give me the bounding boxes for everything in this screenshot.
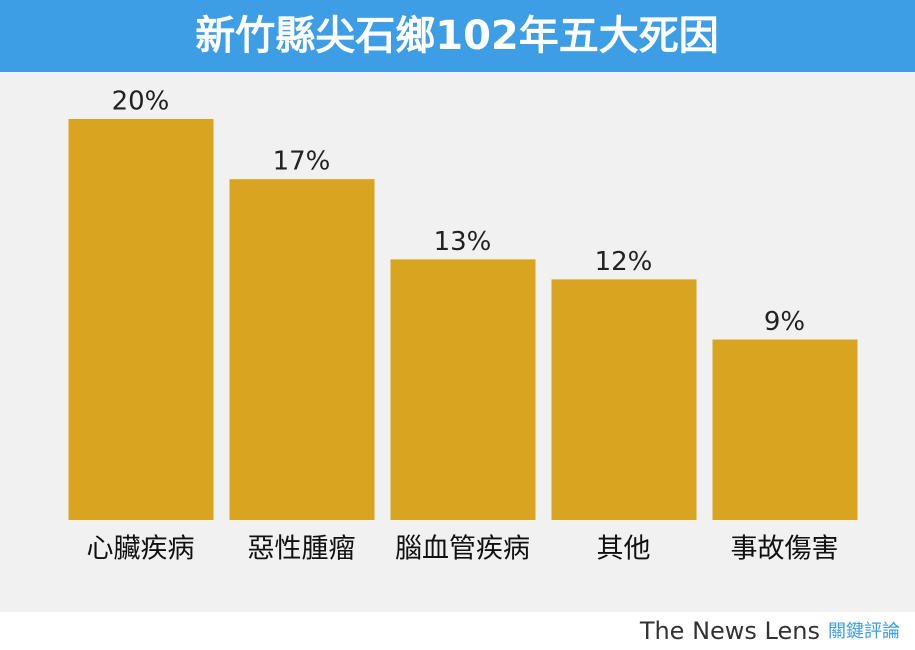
value-label: 13% [434, 227, 492, 257]
brand: The News Lens [639, 617, 820, 645]
x-tick-label: 事故傷害 [731, 534, 839, 565]
brand-cn: 關鍵評論 [828, 621, 900, 642]
bar [712, 339, 858, 520]
x-tick-label: 其他 [597, 534, 651, 565]
value-label: 12% [595, 247, 653, 277]
bar [551, 279, 697, 520]
value-label: 17% [273, 147, 331, 177]
x-tick-label: 腦血管疾病 [395, 534, 530, 565]
chart-title: 新竹縣尖石鄉102年五大死因 [195, 13, 719, 59]
bar [68, 119, 214, 520]
bar [390, 259, 536, 520]
value-label: 20% [112, 87, 170, 117]
title-bar [0, 0, 915, 72]
x-tick-label: 惡性腫瘤 [248, 534, 356, 565]
value-label: 9% [764, 307, 805, 337]
bar [229, 179, 375, 520]
x-tick-label: 心臟疾病 [87, 534, 195, 565]
